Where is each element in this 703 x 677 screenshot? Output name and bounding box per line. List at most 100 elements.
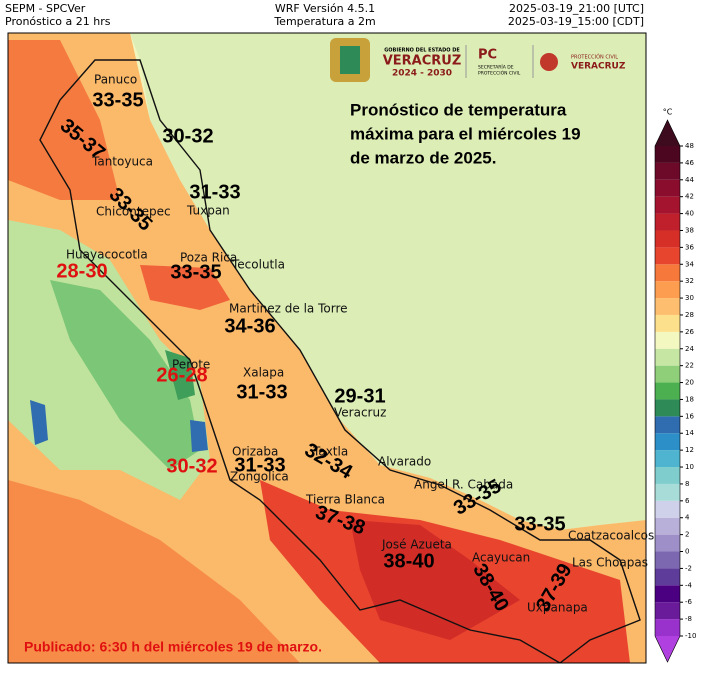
colorbar-tick-label: 2 <box>685 531 689 539</box>
colorbar-tick-label: 20 <box>685 379 694 387</box>
temperature-range: 28-30 <box>56 260 107 282</box>
place-name: Tuxpan <box>186 204 230 218</box>
colorbar-tick-label: 34 <box>685 260 694 268</box>
temperature-range: 31-33 <box>189 181 240 203</box>
logo-text: PROTECCIÓN CIVIL <box>571 54 618 61</box>
colorbar-tick-label: 40 <box>685 210 694 218</box>
colorbar-segment <box>655 568 680 586</box>
colorbar-tick-label: 4 <box>685 514 690 522</box>
colorbar-outline <box>654 119 681 663</box>
place-name: Panuco <box>94 73 137 87</box>
colorbar-tick-label: -4 <box>685 581 693 589</box>
colorbar-tick-label: 14 <box>685 429 694 437</box>
place-name: Tierra Blanca <box>305 493 385 507</box>
colorbar-tick-label: 42 <box>685 193 694 201</box>
logo-text: GOBIERNO DEL ESTADO DE <box>384 48 460 54</box>
colorbar-segment <box>655 517 680 535</box>
colorbar-segment <box>655 433 680 451</box>
place-name: Xalapa <box>243 366 284 380</box>
colorbar-segment <box>655 450 680 468</box>
colorbar-segment <box>655 382 680 400</box>
place-name: Taxtla <box>312 445 348 459</box>
colorbar-tick-label: 46 <box>685 159 694 167</box>
temperature-range: 33-35 <box>92 89 143 111</box>
logo-text: PROTECCIÓN CIVIL <box>478 70 521 77</box>
colorbar-tick-label: 26 <box>685 328 694 336</box>
colorbar-tick-label: 10 <box>685 463 694 471</box>
colorbar-segment <box>655 483 680 501</box>
map-frame <box>7 32 647 664</box>
temperature-range: 31-33 <box>236 381 287 403</box>
temperature-range: 29-31 <box>334 385 385 407</box>
colorbar-segment <box>655 179 680 197</box>
temperature-range: 33-35 <box>170 261 221 283</box>
colorbar-tick-label: -8 <box>685 615 692 623</box>
colorbar-tick-label: -6 <box>685 598 693 606</box>
colorbar-segment <box>655 247 680 265</box>
logo-text: PC <box>478 48 497 63</box>
colorbar-segment <box>655 162 680 180</box>
map-title: máxima para el miércoles 19 <box>350 124 581 143</box>
place-name: Tantoyuca <box>91 155 153 169</box>
place-name: Orizaba <box>232 445 278 459</box>
place-name: Chicontepec <box>96 205 171 219</box>
colorbar-segment <box>655 230 680 248</box>
place-name: Huayacocotla <box>66 248 148 262</box>
place-name: Martinez de la Torre <box>229 302 348 316</box>
colorbar-tick-label: 8 <box>685 480 689 488</box>
colorbar-segment <box>655 331 680 349</box>
colorbar-tick-label: 48 <box>685 142 694 150</box>
colorbar-segment <box>655 196 680 214</box>
logo-text: VERACRUZ <box>571 62 626 72</box>
header-text: 2025-03-19_15:00 [CDT] <box>508 15 644 28</box>
logo-text: SECRETARÍA DE <box>478 64 514 71</box>
colorbar-segment <box>655 213 680 231</box>
colorbar-tick-label: 24 <box>685 345 694 353</box>
colorbar-segment <box>655 585 680 603</box>
logos <box>330 38 558 82</box>
colorbar-tick-label: 30 <box>685 294 694 302</box>
colorbar-tick-label: 22 <box>685 362 694 370</box>
colorbar-segment <box>655 348 680 366</box>
colorbar-tick-label: 38 <box>685 226 694 234</box>
colorbar-tick-label: 32 <box>685 277 694 285</box>
colorbar-segment <box>655 551 680 569</box>
logo-text: VERACRUZ <box>383 54 462 69</box>
temperature-range: 38-40 <box>383 550 434 572</box>
place-name: Angel R. Cabada <box>414 478 513 492</box>
colorbar-tick-label: 36 <box>685 243 694 251</box>
place-name: Las Choapas <box>572 556 648 570</box>
header-text: 2025-03-19_21:00 [UTC] <box>509 2 644 15</box>
map-background <box>8 33 646 663</box>
colorbar-tick-label: 12 <box>685 446 694 454</box>
temperature-range: 33-35 <box>514 513 565 535</box>
place-name: José Azueta <box>381 538 452 552</box>
colorbar-segment <box>655 399 680 417</box>
colorbar-tick-label: 16 <box>685 412 694 420</box>
place-name: Poza Rica <box>180 251 237 265</box>
colorbar-tick-label: -2 <box>685 564 692 572</box>
colorbar-tick-label: 28 <box>685 311 694 319</box>
colorbar-tick-label: 18 <box>685 395 694 403</box>
temperature-range: 30-32 <box>166 455 217 477</box>
map-title: Pronóstico de temperatura <box>350 100 567 119</box>
colorbar-segment <box>655 365 680 383</box>
logo-text: 2024 - 2030 <box>392 69 452 79</box>
place-name: Perote <box>172 358 210 372</box>
temperature-range: 30-32 <box>162 125 213 147</box>
colorbar-segment <box>655 264 680 282</box>
header-text: WRF Versión 4.5.1 <box>275 2 375 15</box>
colorbar-unit: °C <box>663 108 673 117</box>
place-name: Tecolutla <box>231 258 285 272</box>
place-name: Veracruz <box>334 406 386 420</box>
header-text: Pronóstico a 21 hrs <box>5 15 111 28</box>
footer: Publicado: 6:30 h del miércoles 19 de ma… <box>24 639 322 655</box>
place-name: Uxpanapa <box>527 601 588 615</box>
map-title: de marzo de 2025. <box>350 148 496 167</box>
place-name: Zongolica <box>230 470 289 484</box>
colorbar-segment <box>655 416 680 434</box>
colorbar-segment <box>655 146 680 163</box>
colorbar-tick-label: 0 <box>685 548 689 556</box>
colorbar-segment <box>655 281 680 299</box>
